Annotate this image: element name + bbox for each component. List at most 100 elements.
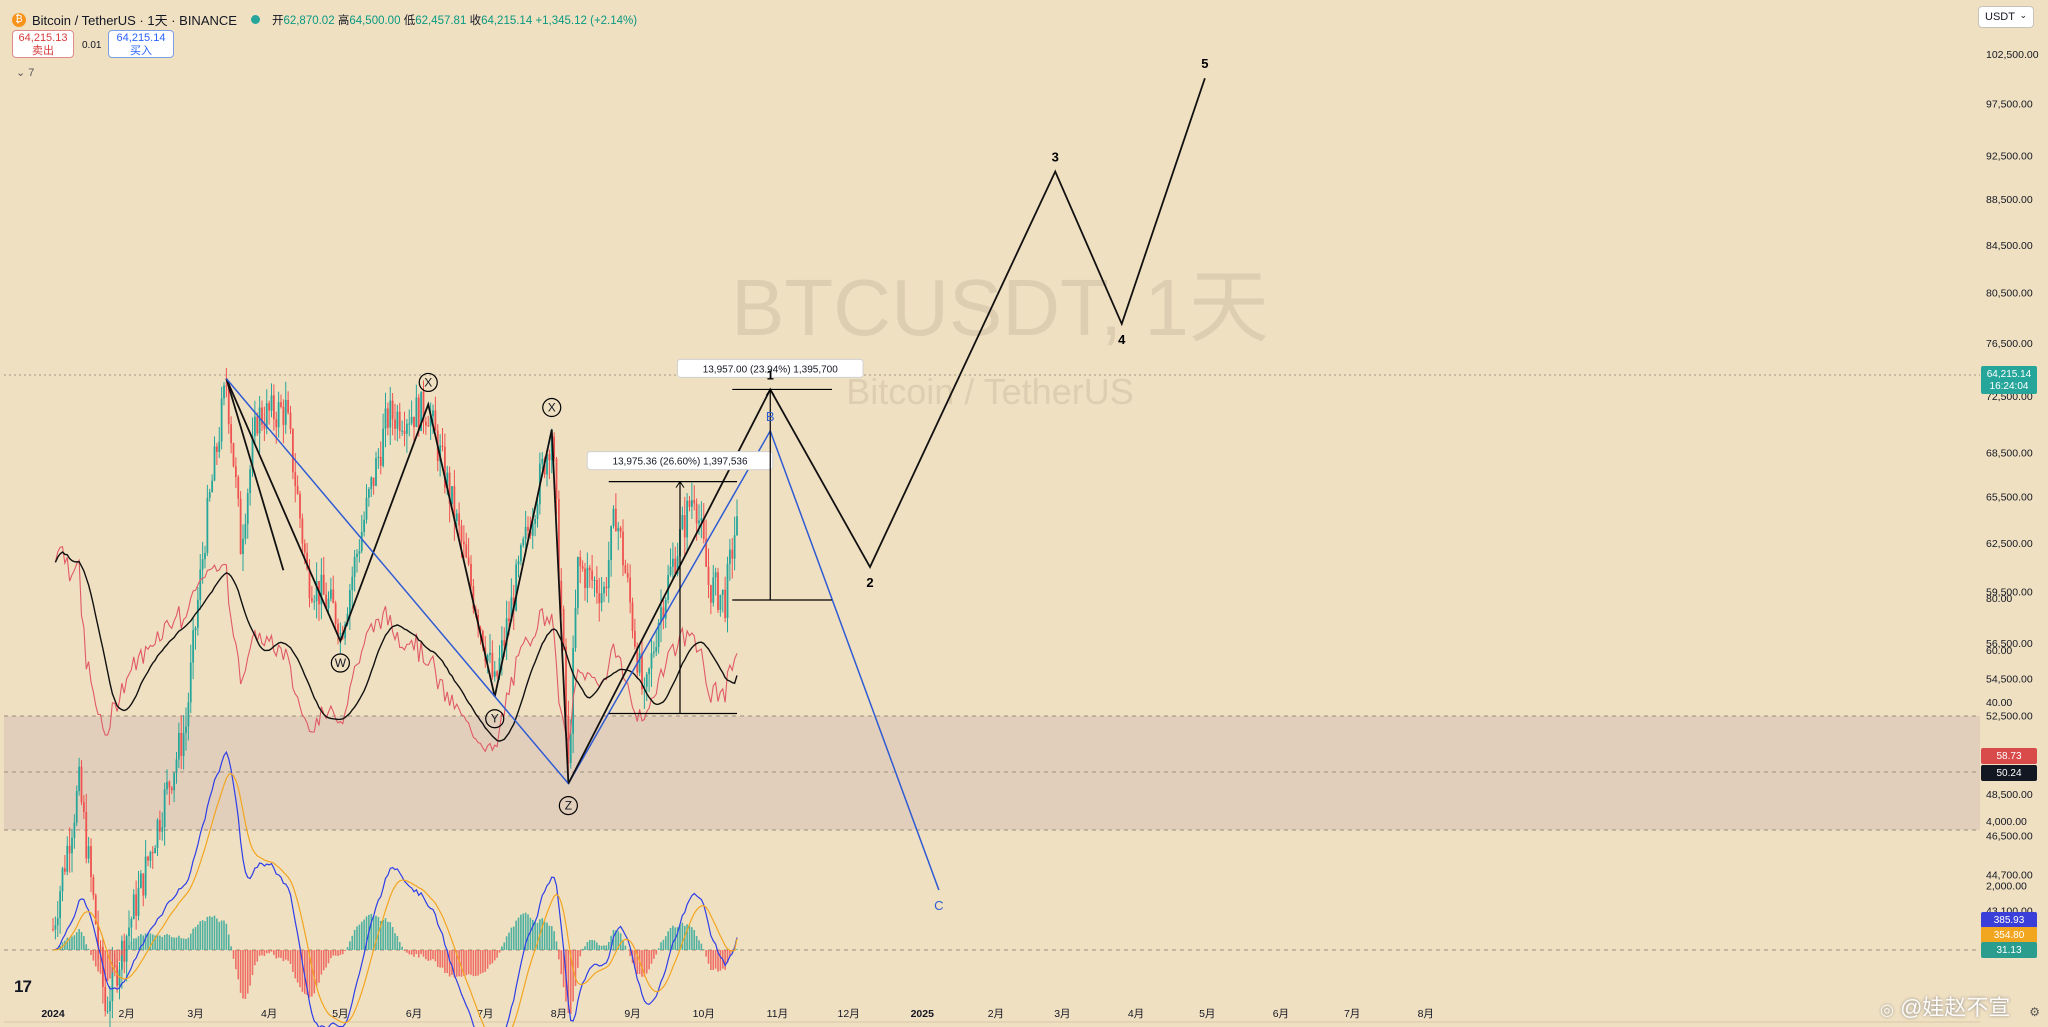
wave-label: 2 [866, 575, 873, 590]
candle-body [417, 397, 420, 431]
candle-body [265, 403, 268, 429]
candle-body [161, 827, 164, 832]
candle-body [151, 851, 154, 854]
candle-body [700, 518, 703, 521]
tradingview-logo[interactable]: 17 [14, 977, 32, 996]
candle-body [443, 446, 446, 488]
candle-body [733, 535, 736, 559]
candle-body [403, 430, 406, 434]
symbol-title[interactable]: Bitcoin / TetherUS · 1天 · BINANCE [32, 13, 237, 28]
candle-body [671, 558, 674, 567]
candle-body [166, 781, 168, 790]
candle-body [709, 584, 712, 603]
macd-value-tag: 385.93 [1981, 912, 2037, 928]
candle-body [652, 651, 655, 654]
candle-body [175, 759, 178, 774]
chart-header: ₿ Bitcoin / TetherUS · 1天 · BINANCE 开62,… [12, 10, 637, 29]
candle-body [546, 453, 548, 475]
candle-body [182, 732, 185, 756]
market-status-icon [250, 15, 260, 24]
sell-button[interactable]: 64,215.13 卖出 [12, 30, 74, 58]
candle-body [111, 965, 114, 1002]
candle-body [367, 489, 370, 498]
candle-body [560, 580, 563, 609]
time-tick-label: 2月 [988, 1008, 1004, 1020]
currency-select[interactable]: USDT ⌄ [1978, 6, 2034, 28]
candle-body [139, 873, 142, 888]
candle-body [588, 567, 591, 571]
time-tick-label: 6月 [406, 1008, 422, 1020]
wave-label: Z [565, 799, 572, 813]
candle-body [75, 791, 78, 823]
wave-label: Y [491, 712, 499, 726]
candle-body [280, 402, 282, 407]
wave-label-circle [330, 653, 350, 673]
candle-body [572, 648, 575, 734]
price-tick-label: 48,500.00 [1986, 789, 2033, 801]
candle-body [548, 453, 551, 461]
candle-body [194, 627, 197, 631]
wave-label: C [934, 898, 943, 913]
candle-body [85, 811, 88, 859]
candle-body [493, 671, 496, 677]
candle-body [351, 576, 354, 591]
candle-body [688, 500, 691, 507]
spread-value: 0.01 [82, 40, 102, 51]
macd-tick-label: 2,000.00 [1986, 881, 2027, 893]
candle-body [106, 1011, 109, 1013]
candle-body [698, 520, 700, 524]
buy-button[interactable]: 64,215.14 买入 [108, 30, 174, 58]
candle-body [332, 589, 335, 604]
candle-body [676, 556, 679, 575]
candle-body [303, 543, 306, 553]
candle-body [736, 516, 738, 536]
candle-body [626, 572, 629, 578]
candle-body [356, 553, 358, 557]
candle-body [576, 556, 579, 608]
candle-body [584, 568, 586, 588]
time-tick-label: 9月 [624, 1008, 640, 1020]
candle-body [370, 477, 373, 490]
candle-body [189, 662, 192, 703]
measure-label: 13,957.00 (23.94%) 1,395,700 [703, 364, 839, 375]
wave-label: 4 [1118, 332, 1126, 347]
candle-body [206, 497, 209, 553]
candle-body [337, 623, 339, 635]
candles-group [52, 368, 738, 1027]
candle-body [173, 773, 176, 791]
candle-body [104, 986, 107, 1012]
gear-icon[interactable]: ⚙ [2029, 1005, 2040, 1019]
rsi-tick-label: 40.00 [1986, 697, 2012, 709]
candle-body [420, 391, 423, 431]
candle-body [595, 579, 598, 594]
candle-body [92, 877, 95, 896]
candle-body [579, 556, 582, 567]
impulse-wave-projection [567, 77, 1206, 785]
indicators-toggle[interactable]: ⌄ 7 [16, 66, 34, 79]
candle-body [320, 574, 323, 605]
candle-body [365, 497, 368, 520]
candle-body [270, 395, 273, 411]
measure-arrowhead [675, 480, 685, 488]
candle-body [519, 545, 522, 562]
candle-body [322, 574, 325, 595]
price-tick-label: 76,500.00 [1986, 338, 2033, 350]
candle-body [384, 408, 387, 429]
candle-body [619, 527, 622, 532]
candle-body [282, 406, 285, 425]
candle-body [690, 500, 693, 507]
close-label: 收 [469, 14, 482, 27]
candle-body [137, 887, 140, 916]
candle-body [481, 631, 484, 648]
candle-body [147, 856, 149, 861]
rsi-band [4, 716, 1980, 830]
wave-label: 3 [1052, 149, 1059, 164]
price-tick-label: 62,500.00 [1986, 538, 2033, 550]
candle-body [377, 456, 380, 459]
sell-label: 卖出 [32, 45, 54, 57]
wave-label-circle [485, 709, 505, 729]
candle-body [622, 531, 624, 566]
candle-body [315, 581, 318, 602]
candle-body [714, 572, 717, 578]
